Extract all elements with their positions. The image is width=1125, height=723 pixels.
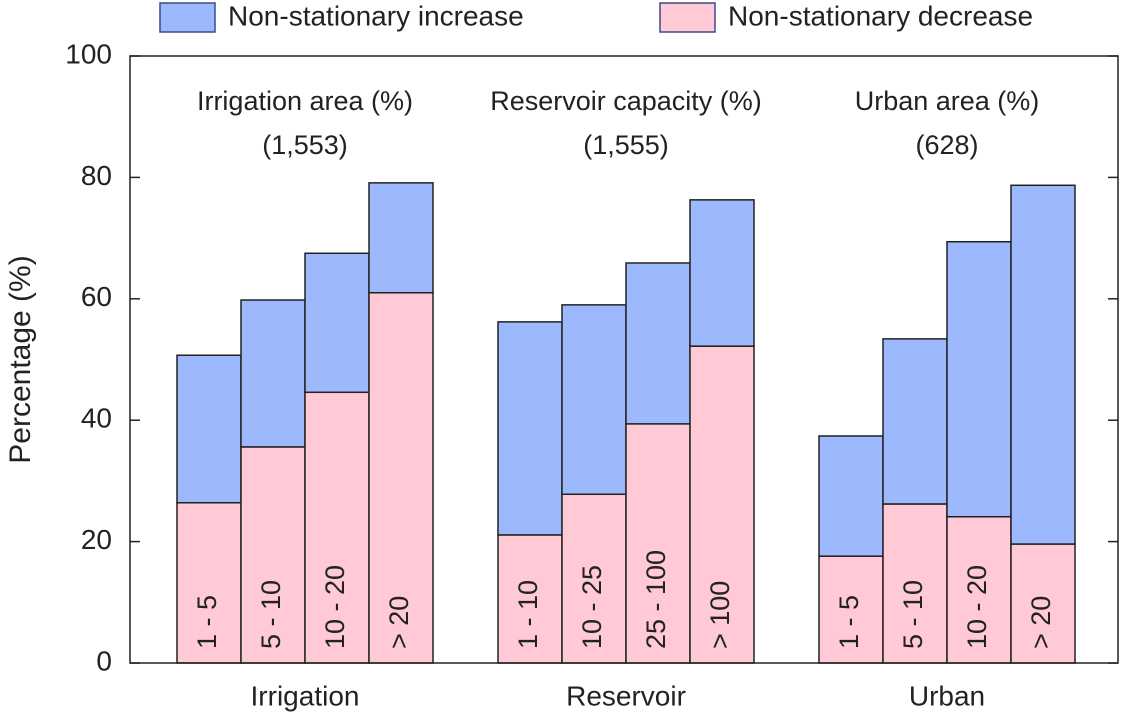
bar-segment <box>818 435 884 557</box>
bin-label: 1 - 10 <box>513 580 543 649</box>
bar-segment <box>1010 543 1076 664</box>
y-tick-label: 20 <box>81 524 112 555</box>
y-axis-label: Percentage (%) <box>4 255 37 463</box>
legend-label: Non-stationary increase <box>228 0 524 31</box>
bin-label: > 20 <box>1026 596 1056 649</box>
y-tick-label: 40 <box>81 403 112 434</box>
bar-segment <box>625 423 691 664</box>
bar-segment <box>625 262 691 425</box>
y-tick-label: 100 <box>65 38 112 69</box>
group-label: Urban <box>909 680 985 711</box>
bin-label: 1 - 5 <box>834 595 864 649</box>
legend-swatch <box>159 2 216 33</box>
bar-segment <box>689 345 755 664</box>
bin-label: > 100 <box>705 581 735 649</box>
bin-label: 25 - 100 <box>641 550 671 649</box>
group-title: Reservoir capacity (%) <box>490 86 762 116</box>
legend-swatch <box>659 2 716 33</box>
group-count: (1,555) <box>583 130 669 160</box>
bin-label: 10 - 20 <box>962 565 992 649</box>
bar-segment <box>240 299 306 448</box>
bar-segment <box>561 304 627 496</box>
bin-label: 10 - 25 <box>577 565 607 649</box>
bar-segment <box>882 503 948 664</box>
group-title: Urban area (%) <box>855 86 1040 116</box>
bar-segment <box>1010 184 1076 545</box>
group-title: Irrigation area (%) <box>197 86 413 116</box>
group-count: (1,553) <box>262 130 348 160</box>
group-label: Reservoir <box>566 680 686 711</box>
bar-segment <box>497 321 563 536</box>
bar-segment <box>176 502 242 664</box>
y-tick-label: 0 <box>96 645 112 676</box>
bar-segment <box>946 240 1012 518</box>
bin-label: 5 - 10 <box>256 580 286 649</box>
plot-frame <box>129 55 1119 664</box>
bar-segment <box>368 182 434 294</box>
bar-segment <box>304 252 370 394</box>
legend-label: Non-stationary decrease <box>728 0 1033 31</box>
bar-segment <box>882 338 948 505</box>
y-tick-label: 80 <box>81 160 112 191</box>
y-tick-label: 60 <box>81 281 112 312</box>
bar-segment <box>689 199 755 347</box>
group-count: (628) <box>915 130 978 160</box>
bin-label: 5 - 10 <box>898 580 928 649</box>
bin-label: 10 - 20 <box>320 565 350 649</box>
group-label: Irrigation <box>251 680 360 711</box>
bin-label: > 20 <box>384 596 414 649</box>
bin-label: 1 - 5 <box>192 595 222 649</box>
bar-segment <box>946 515 1012 664</box>
bar-segment <box>176 354 242 504</box>
